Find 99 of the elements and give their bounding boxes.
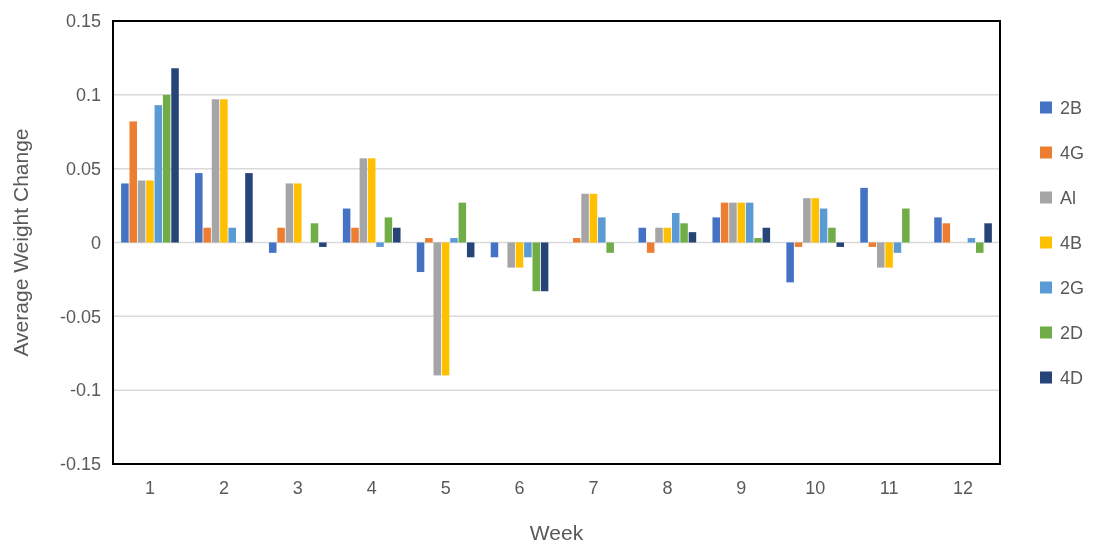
bar	[663, 227, 672, 243]
bar	[877, 242, 885, 268]
bar	[984, 223, 992, 243]
bar	[359, 158, 368, 243]
bar	[515, 242, 524, 268]
y-axis-title: Average Weight Change	[9, 128, 32, 357]
bar	[351, 227, 359, 243]
bar	[228, 227, 236, 243]
x-tick-label: 12	[953, 478, 974, 498]
bar	[195, 173, 203, 243]
bar	[581, 193, 589, 243]
bar	[342, 208, 351, 243]
bar	[245, 173, 253, 243]
bar	[811, 198, 819, 243]
y-tick-label: 0.1	[75, 85, 101, 106]
bar	[416, 242, 425, 273]
legend-label: 2G	[1060, 277, 1085, 298]
bar	[146, 180, 154, 243]
x-tick-label: 2	[218, 478, 229, 498]
bar	[458, 202, 467, 243]
bar	[893, 242, 902, 253]
bar	[589, 193, 598, 243]
x-tick-label: 5	[440, 478, 451, 498]
bar	[688, 232, 697, 243]
bar	[819, 208, 828, 243]
y-tick-label: 0	[90, 232, 101, 253]
bar	[671, 212, 680, 243]
bar	[745, 202, 754, 243]
bar	[786, 242, 794, 283]
bar	[162, 94, 171, 243]
bar	[828, 227, 836, 243]
x-tick-label: 10	[805, 478, 826, 498]
bar	[737, 202, 746, 243]
x-axis-title: Week	[529, 521, 584, 544]
legend-label: 2D	[1060, 322, 1084, 343]
bar	[319, 242, 327, 247]
x-tick-label: 6	[514, 478, 525, 498]
bar	[860, 187, 868, 243]
bar	[211, 99, 220, 243]
y-tick-label: 0.15	[65, 11, 101, 32]
bar	[720, 202, 729, 243]
bar	[572, 238, 581, 243]
x-tick-label: 1	[144, 478, 155, 498]
bar	[803, 198, 811, 243]
bar	[638, 227, 647, 243]
bar	[606, 242, 614, 253]
bar	[393, 227, 401, 243]
bar	[902, 208, 910, 243]
bar	[129, 121, 138, 243]
bar	[285, 183, 294, 243]
x-tick-label: 7	[588, 478, 599, 498]
bar	[532, 242, 541, 292]
bar	[507, 242, 515, 268]
bar	[367, 158, 376, 243]
legend-label: 4G	[1060, 142, 1085, 163]
y-tick-label: 0.05	[65, 158, 101, 179]
bar	[220, 99, 228, 243]
x-tick-label: 8	[662, 478, 673, 498]
legend-label: 2B	[1060, 97, 1083, 118]
bar	[154, 105, 163, 243]
bar	[540, 242, 549, 292]
bar	[376, 242, 384, 247]
bar	[975, 242, 984, 253]
bar	[450, 238, 458, 243]
bar	[598, 217, 606, 243]
bar	[137, 180, 146, 243]
bar	[885, 242, 893, 268]
bar	[729, 202, 737, 243]
bar	[524, 242, 532, 258]
bar	[762, 227, 771, 243]
bar	[433, 242, 442, 376]
bar	[310, 223, 319, 243]
bar	[680, 223, 688, 243]
bar	[655, 227, 663, 243]
bar	[441, 242, 450, 376]
bar	[121, 183, 129, 243]
bar	[384, 217, 393, 243]
bar	[942, 223, 951, 243]
bar	[712, 217, 720, 243]
bar	[203, 227, 211, 243]
bar	[268, 242, 277, 253]
x-tick-label: 3	[292, 478, 303, 498]
legend-label: 4D	[1060, 367, 1084, 388]
x-tick-label: 9	[736, 478, 747, 498]
bar	[294, 183, 302, 243]
y-tick-label: -0.05	[59, 306, 101, 327]
x-tick-label: 11	[879, 478, 899, 498]
legend-label: Al	[1060, 187, 1077, 208]
bar	[934, 217, 942, 243]
bar	[646, 242, 655, 253]
x-tick-label: 4	[366, 478, 377, 498]
bar	[967, 238, 976, 243]
y-tick-label: -0.15	[59, 454, 101, 475]
legend-label: 4B	[1060, 232, 1083, 253]
bar	[277, 227, 285, 243]
bar	[425, 238, 433, 243]
bar	[754, 238, 762, 243]
bar	[171, 68, 179, 243]
y-tick-label: -0.1	[69, 380, 101, 401]
